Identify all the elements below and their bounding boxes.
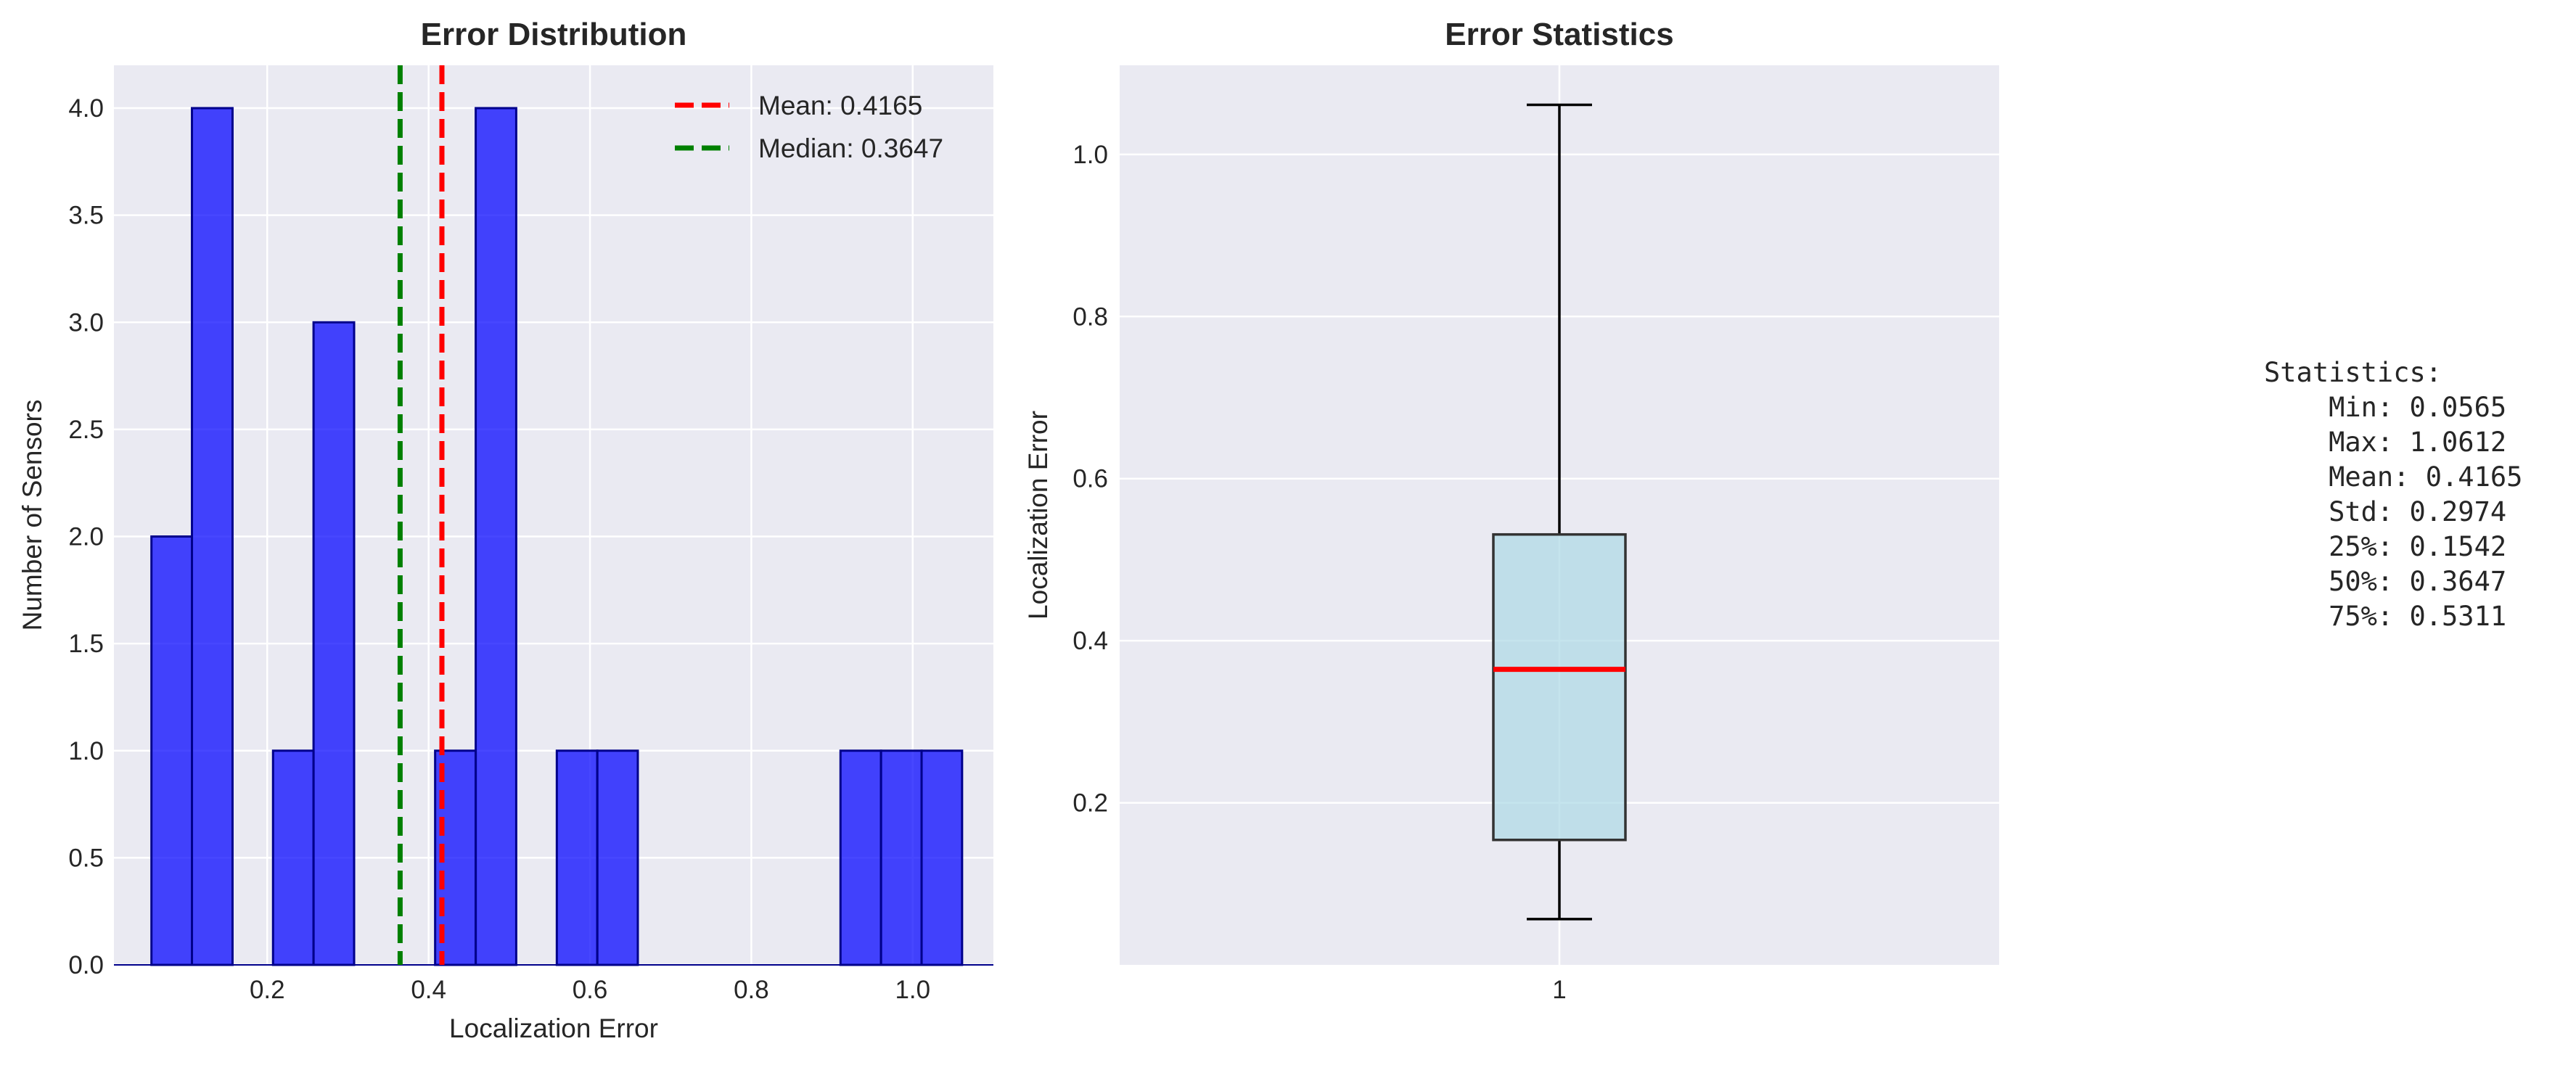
histogram-x-ticks: 0.2 0.4 0.6 0.8 1.0: [250, 976, 930, 1004]
histogram-y-tick-label: 1.5: [68, 630, 104, 658]
boxplot-x-ticks: 1: [1552, 976, 1566, 1004]
histogram-y-tick-label: 3.5: [68, 202, 104, 230]
histogram-legend: Mean: 0.4165 Median: 0.3647: [675, 91, 943, 163]
histogram-grid: [114, 65, 993, 966]
histogram-y-tick-label: 0.0: [68, 951, 104, 979]
boxplot-y-tick-label: 0.2: [1072, 789, 1108, 818]
histogram-y-tick-label: 1.0: [68, 737, 104, 765]
histogram-bar: [555, 749, 599, 966]
boxplot-y-tick-label: 0.4: [1072, 627, 1108, 655]
boxplot-y-tick-label: 0.8: [1072, 303, 1108, 331]
histogram-y-tick-label: 2.5: [68, 416, 104, 444]
boxplot-y-axis-label: Localization Error: [1023, 411, 1053, 620]
histogram-y-tick-label: 3.0: [68, 308, 104, 337]
histogram-y-ticks: 0.0 0.5 1.0 1.5 2.0 2.5 3.0 3.5 4.0: [68, 94, 104, 979]
histogram-y-tick-label: 2.0: [68, 523, 104, 551]
histogram-bar: [920, 749, 964, 966]
histogram-y-tick-label: 4.0: [68, 94, 104, 123]
histogram-x-tick-label: 0.2: [250, 976, 285, 1004]
boxplot-elements: [1492, 103, 1627, 921]
histogram-bar: [839, 749, 882, 966]
histogram-bar: [271, 749, 315, 966]
boxplot-title: Error Statistics: [1445, 17, 1673, 52]
boxplot-x-tick-label: 1: [1552, 976, 1566, 1004]
histogram-bars: [114, 107, 993, 966]
histogram-y-axis-label: Number of Sensors: [17, 400, 47, 631]
boxplot-panel: 0.2 0.4 0.6 0.8 1.0 1 Error Statistics Local…: [1023, 17, 1999, 1004]
legend-mean-label: Mean: 0.4165: [758, 91, 922, 120]
histogram-bar: [312, 321, 356, 966]
histogram-bar: [879, 749, 923, 966]
histogram-x-tick-label: 0.4: [411, 976, 446, 1004]
statistics-text: Statistics: Min: 0.0565 Max: 1.0612 Mean…: [2264, 357, 2523, 632]
boxplot-y-tick-label: 1.0: [1072, 141, 1108, 169]
legend-median-label: Median: 0.3647: [758, 133, 943, 163]
histogram-x-axis-label: Localization Error: [449, 1013, 658, 1043]
boxplot-y-ticks: 0.2 0.4 0.6 0.8 1.0: [1072, 141, 1108, 818]
histogram-bar: [596, 749, 639, 966]
histogram-reference-lines: [397, 65, 445, 965]
histogram-panel: 0.2 0.4 0.6 0.8 1.0 0.0 0.5 1.0 1.5 2.0 2.5 3.0 3.5…: [17, 17, 993, 1043]
histogram-title: Error Distribution: [421, 17, 687, 52]
histogram-y-tick-label: 0.5: [68, 844, 104, 872]
histogram-bar: [150, 535, 194, 966]
histogram-x-tick-label: 0.8: [734, 976, 769, 1004]
iqr-box: [1492, 532, 1627, 842]
boxplot-y-tick-label: 0.6: [1072, 465, 1108, 493]
histogram-x-tick-label: 1.0: [895, 976, 930, 1004]
histogram-bar: [475, 107, 517, 966]
histogram-bar: [191, 107, 234, 966]
histogram-x-tick-label: 0.6: [573, 976, 608, 1004]
